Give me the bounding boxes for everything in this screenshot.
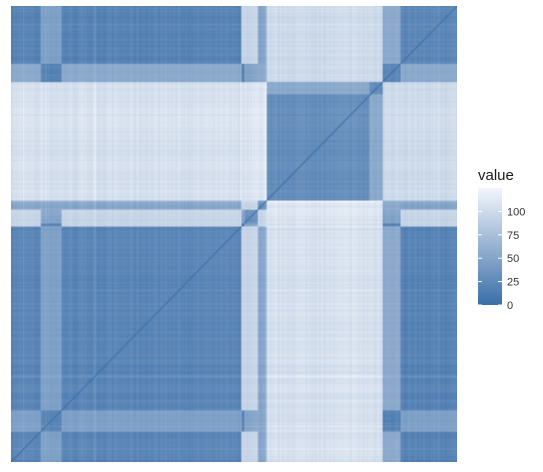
legend-colorbar [478,188,502,305]
color-legend: value 0 25 50 75 100 [478,167,525,312]
legend-tick-label: 75 [507,230,519,242]
legend-tick-label: 100 [507,206,525,218]
heatmap-grid [11,6,457,462]
legend-ticks: 0 25 50 75 100 [478,206,525,312]
legend-tick-label: 0 [507,300,513,312]
legend-tick-label: 50 [507,253,519,265]
legend-title: value [478,167,514,184]
legend-tick-label: 25 [507,277,519,289]
